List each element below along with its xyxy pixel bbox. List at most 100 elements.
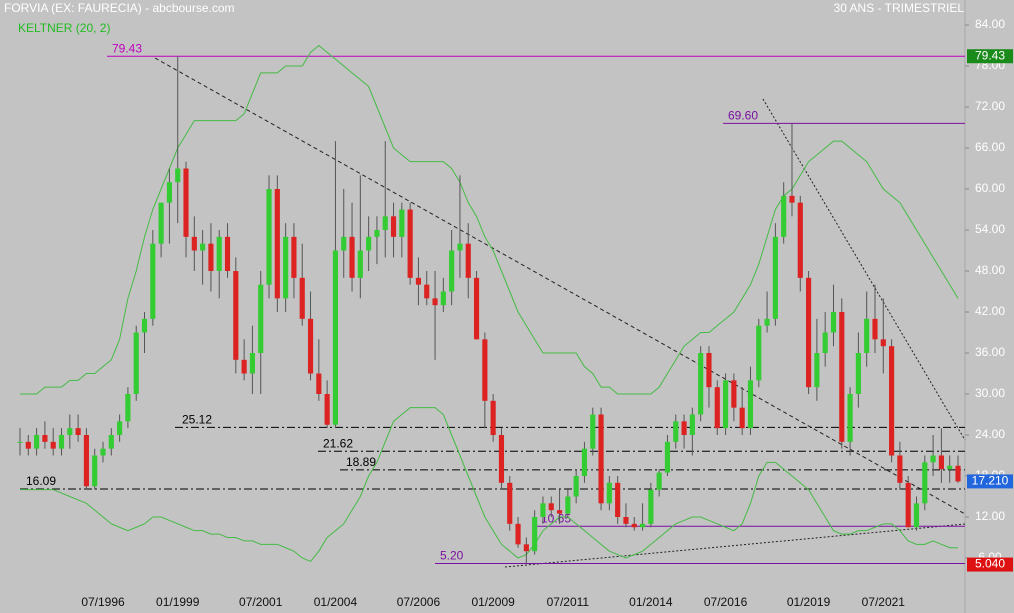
candle-body [806,277,812,388]
candle-body [548,503,554,511]
candle-body [34,435,40,449]
candle-body [316,373,322,394]
candle-body [440,291,446,306]
candle-body [905,482,911,528]
candle-body [590,414,596,449]
chart-subtitle: 30 ANS - TRIMESTRIEL [834,1,965,15]
price-marker [967,474,1013,489]
candle-body [781,195,787,237]
candle-body [75,428,81,435]
candle-body [498,435,505,483]
x-tick-label: 07/2006 [397,595,441,609]
candle-body [673,421,679,442]
candle-body [556,510,563,514]
candle-body [390,216,397,237]
candle-body [739,407,745,429]
candle-body [490,400,496,435]
candle-body [723,380,729,429]
candle-body [233,271,239,360]
chart-title: FORVIA (EX: FAURECIA) - abcbourse.com [4,1,235,15]
candle-body [864,318,870,353]
level-label: 79.43 [112,41,142,55]
y-tick-label: 24.00 [975,427,1005,441]
candle-body [249,353,255,374]
candle-body [332,250,339,425]
y-tick-label: 12.00 [975,509,1005,523]
candle-body [117,421,123,435]
candle-body [133,332,139,394]
candle-body [283,236,289,299]
trendline [504,523,966,568]
candle-body [415,277,422,285]
candle-body [465,243,471,278]
candle-body [581,448,588,476]
candle-body [150,243,156,319]
candle-body [664,441,671,473]
candle-body [457,243,463,251]
candle-body [913,503,920,528]
candle-body [648,489,654,524]
candle-body [606,482,612,504]
candle-body [473,277,480,340]
x-tick-label: 07/2021 [862,595,906,609]
candle-body [772,236,778,319]
level-label: 69.60 [728,109,758,123]
candle-body [623,517,629,524]
candle-body [407,209,413,278]
candle-body [424,284,430,299]
candle-body [706,353,712,388]
level-label: 18.89 [346,455,376,469]
x-tick-label: 07/2001 [239,595,283,609]
candle-body [83,435,89,487]
candle-body [532,517,538,552]
indicator-label: KELTNER (20, 2) [18,21,110,35]
candle-body [200,243,206,251]
candle-body [324,394,330,425]
candle-body [399,209,405,237]
candle-body [266,189,272,285]
x-tick-label: 07/2016 [704,595,748,609]
candle-body [58,435,65,449]
y-tick-label: 48.00 [975,263,1005,277]
candle-body [258,284,264,353]
y-tick-label: 30.00 [975,386,1005,400]
level-label: 16.09 [26,474,56,488]
level-label: 25.12 [182,413,212,427]
candle-body [855,353,861,394]
candle-body [191,236,197,251]
candle-body [42,435,48,442]
candle-body [930,455,936,463]
candle-body [274,189,280,299]
candle-body [714,387,720,429]
candle-body [432,298,438,306]
candle-body [880,339,886,347]
level-label: 21.62 [323,436,353,450]
candle-body [166,182,172,203]
candle-body [764,318,770,326]
candle-body [681,421,687,435]
candle-body [789,195,795,203]
candle-body [797,202,803,278]
candle-body [565,496,571,514]
candle-body [482,339,488,401]
candle-body [515,523,521,545]
x-tick-label: 01/2014 [629,595,673,609]
candle-body [17,441,23,443]
candle-body [598,414,604,504]
y-tick-label: 36.00 [975,345,1005,359]
y-tick-label: 84.00 [975,17,1005,31]
candle-body [141,318,148,333]
candle-body [50,441,56,449]
candle-body [656,472,662,490]
price-marker-label: 17.210 [972,474,1009,488]
candle-body [241,359,247,374]
candle-body [938,455,944,470]
candle-body [523,544,529,552]
price-marker [967,49,1013,64]
trendline [154,57,966,515]
candle-body [639,523,646,528]
candle-body [100,448,106,456]
level-label: 10.65 [541,511,571,525]
